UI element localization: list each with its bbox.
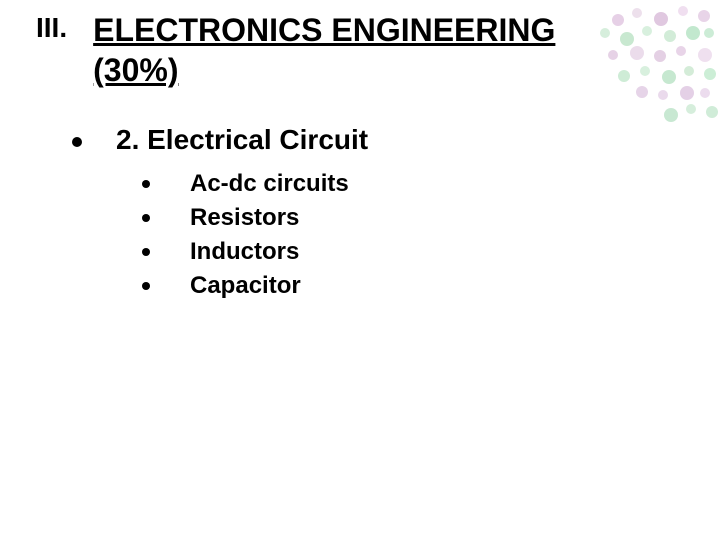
dot-icon xyxy=(706,106,718,118)
heading-title: ELECTRONICS ENGINEERING (30%) xyxy=(93,10,555,90)
dot-icon xyxy=(630,46,644,60)
dot-icon xyxy=(678,6,688,16)
list-item: Inductors xyxy=(142,238,349,266)
dot-icon xyxy=(654,12,668,26)
dot-icon xyxy=(658,90,668,100)
dot-icon xyxy=(664,108,678,122)
dot-icon xyxy=(640,66,650,76)
sub-text: Resistors xyxy=(190,204,299,232)
bullet-icon xyxy=(142,282,150,290)
sub-text: Ac-dc circuits xyxy=(190,170,349,198)
dot-icon xyxy=(680,86,694,100)
bullet-icon xyxy=(142,180,150,188)
dot-icon xyxy=(620,32,634,46)
level1-text: 2. Electrical Circuit xyxy=(116,124,368,156)
list-item: Ac-dc circuits xyxy=(142,170,349,198)
sub-text: Inductors xyxy=(190,238,299,266)
heading-roman: III. xyxy=(36,10,67,44)
decorative-dots xyxy=(594,6,714,116)
dot-icon xyxy=(654,50,666,62)
list-item: Resistors xyxy=(142,204,349,232)
dot-icon xyxy=(608,50,618,60)
dot-icon xyxy=(700,88,710,98)
dot-icon xyxy=(600,28,610,38)
heading-title-line2: (30%) xyxy=(93,52,178,88)
dot-icon xyxy=(618,70,630,82)
sublist: Ac-dc circuits Resistors Inductors Capac… xyxy=(142,170,349,306)
dot-icon xyxy=(642,26,652,36)
dot-icon xyxy=(632,8,642,18)
level1-item: 2. Electrical Circuit xyxy=(72,124,368,156)
dot-icon xyxy=(704,68,716,80)
heading-title-line1: ELECTRONICS ENGINEERING xyxy=(93,12,555,48)
dot-icon xyxy=(612,14,624,26)
dot-icon xyxy=(698,10,710,22)
sub-text: Capacitor xyxy=(190,272,301,300)
list-item: Capacitor xyxy=(142,272,349,300)
dot-icon xyxy=(662,70,676,84)
dot-icon xyxy=(704,28,714,38)
dot-icon xyxy=(686,104,696,114)
slide: { "heading": { "roman": "III.", "title_l… xyxy=(0,0,720,540)
heading-row: III. ELECTRONICS ENGINEERING (30%) xyxy=(36,10,555,90)
dot-icon xyxy=(636,86,648,98)
dot-icon xyxy=(698,48,712,62)
dot-icon xyxy=(686,26,700,40)
bullet-icon xyxy=(72,137,82,147)
dot-icon xyxy=(664,30,676,42)
bullet-icon xyxy=(142,248,150,256)
dot-icon xyxy=(676,46,686,56)
dot-icon xyxy=(684,66,694,76)
bullet-icon xyxy=(142,214,150,222)
